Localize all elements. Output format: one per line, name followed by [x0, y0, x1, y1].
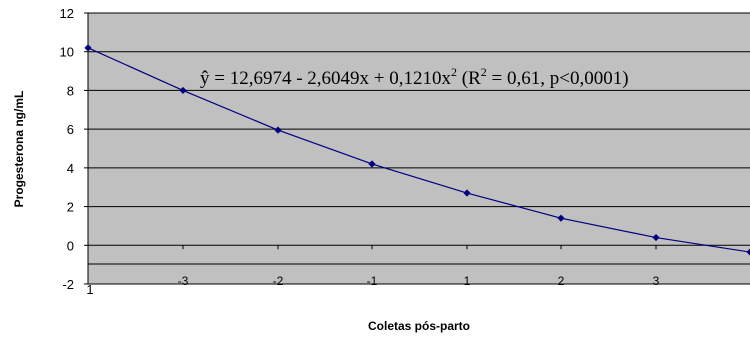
equation-main: ŷ = 12,6974 - 2,6049x + 0,1210x	[200, 68, 452, 89]
x-tick-labels: -3 -2 -1 1 2 3 1	[86, 245, 660, 297]
data-point-marker	[84, 44, 92, 52]
plot-area	[88, 13, 750, 284]
x-tick-label: -2	[273, 274, 284, 288]
y-tick-labels: -2 0 2 4 6 8 10 12	[60, 6, 88, 292]
data-point-marker	[652, 233, 660, 242]
y-tick-label: 8	[67, 83, 74, 98]
y-tick-label: 0	[67, 238, 74, 253]
data-point-marker	[179, 86, 187, 95]
data-point-marker	[557, 214, 565, 222]
x-axis-title: Coletas pós-parto	[368, 319, 470, 333]
data-point-marker	[368, 160, 376, 168]
x-tick-label: 1	[464, 274, 471, 288]
x-tick-label: 2	[558, 274, 565, 288]
y-axis-title: Progesterona ng/mL	[12, 91, 26, 208]
equation-r-part: (R	[457, 68, 481, 89]
x-tick-label: -1	[367, 274, 378, 288]
equation-rest: = 0,61, p<0,0001)	[487, 68, 629, 89]
equation-r-superscript: 2	[481, 65, 487, 79]
series-markers	[84, 44, 750, 256]
y-tick-label: 10	[60, 45, 74, 60]
x-origin-label: 1	[86, 282, 93, 297]
y-tick-label: 6	[67, 122, 74, 137]
x-tick-label: -3	[178, 274, 189, 288]
y-tick-label: 2	[67, 200, 74, 215]
data-point-marker	[746, 248, 750, 256]
equation-superscript: 2	[451, 65, 457, 79]
x-tick-label: 3	[653, 274, 660, 288]
series-line	[87, 47, 750, 253]
y-tick-label: 12	[60, 6, 74, 21]
data-point-marker	[463, 189, 471, 197]
y-tick-label: -2	[62, 277, 74, 292]
data-point-marker	[274, 126, 282, 134]
y-tick-label: 4	[67, 161, 74, 176]
gridlines	[88, 12, 750, 285]
equation-label: ŷ = 12,6974 - 2,6049x + 0,1210x2 (R2 = 0…	[200, 65, 629, 89]
